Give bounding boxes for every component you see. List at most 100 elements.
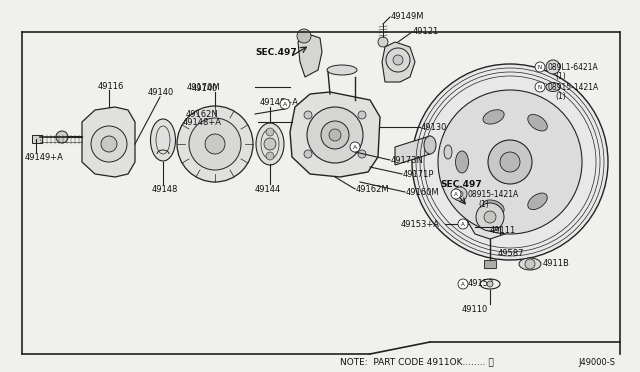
Circle shape: [91, 126, 127, 162]
Text: A: A: [454, 192, 458, 196]
Circle shape: [458, 279, 468, 289]
Circle shape: [453, 187, 467, 201]
Text: 49121: 49121: [413, 26, 439, 35]
Text: 49153+A: 49153+A: [401, 219, 440, 228]
Text: 08915-1421A: 08915-1421A: [467, 189, 518, 199]
Circle shape: [329, 129, 341, 141]
Circle shape: [101, 136, 117, 152]
Ellipse shape: [483, 110, 504, 124]
Text: NOTE:  PART CODE 4911OK........ Ⓑ: NOTE: PART CODE 4911OK........ Ⓑ: [340, 357, 493, 366]
Circle shape: [535, 62, 545, 72]
Text: SEC.497: SEC.497: [255, 48, 297, 57]
Polygon shape: [468, 197, 512, 239]
Polygon shape: [395, 136, 430, 165]
Circle shape: [484, 211, 496, 223]
Ellipse shape: [546, 83, 560, 92]
Text: 4911B: 4911B: [543, 260, 570, 269]
Circle shape: [393, 55, 403, 65]
Text: 49110: 49110: [462, 305, 488, 314]
Circle shape: [304, 150, 312, 158]
Circle shape: [56, 131, 68, 143]
Text: 089L1-6421A: 089L1-6421A: [548, 62, 599, 71]
Text: 49171P: 49171P: [403, 170, 435, 179]
Text: SEC.497: SEC.497: [440, 180, 482, 189]
Circle shape: [488, 140, 532, 184]
Text: A: A: [283, 102, 287, 106]
Bar: [242, 152, 249, 159]
Text: 49130: 49130: [421, 122, 447, 131]
Text: A: A: [461, 221, 465, 227]
Circle shape: [458, 219, 468, 229]
Text: 49111: 49111: [490, 225, 516, 234]
Text: 49162M: 49162M: [356, 185, 390, 193]
Ellipse shape: [424, 136, 436, 154]
Circle shape: [476, 203, 504, 231]
Bar: [241, 125, 248, 132]
Circle shape: [412, 64, 608, 260]
Polygon shape: [298, 34, 322, 77]
Text: N: N: [538, 64, 542, 70]
Ellipse shape: [519, 258, 541, 270]
Circle shape: [546, 60, 560, 74]
Circle shape: [297, 29, 311, 43]
Text: N: N: [538, 84, 542, 90]
Text: 49148: 49148: [152, 185, 179, 193]
Circle shape: [266, 152, 274, 160]
Text: (1): (1): [555, 71, 566, 80]
Text: 49149+A: 49149+A: [25, 153, 64, 161]
Text: 49170M: 49170M: [186, 83, 220, 92]
Circle shape: [304, 111, 312, 119]
Circle shape: [457, 191, 463, 197]
Text: A: A: [461, 282, 465, 286]
Circle shape: [535, 82, 545, 92]
Ellipse shape: [528, 115, 547, 131]
Polygon shape: [82, 107, 135, 177]
Text: (1): (1): [478, 199, 489, 208]
Text: 49587: 49587: [498, 250, 525, 259]
Circle shape: [264, 138, 276, 150]
Ellipse shape: [256, 123, 284, 165]
Bar: [242, 141, 249, 146]
Bar: [237, 132, 244, 138]
Text: J49000-S: J49000-S: [578, 358, 615, 367]
Polygon shape: [382, 42, 415, 82]
Ellipse shape: [483, 200, 504, 214]
Circle shape: [307, 107, 363, 163]
Ellipse shape: [444, 145, 452, 159]
Text: 49116: 49116: [98, 81, 124, 90]
Bar: [484, 260, 496, 268]
Circle shape: [350, 142, 360, 152]
Circle shape: [451, 189, 461, 199]
Text: 08915-1421A: 08915-1421A: [548, 83, 599, 92]
Circle shape: [358, 150, 366, 158]
Circle shape: [266, 128, 274, 136]
Ellipse shape: [150, 119, 175, 161]
Text: 49140: 49140: [148, 87, 174, 96]
Circle shape: [321, 121, 349, 149]
Text: 49148+A: 49148+A: [260, 97, 299, 106]
Circle shape: [280, 99, 290, 109]
Ellipse shape: [456, 151, 468, 173]
Text: 49153: 49153: [468, 279, 494, 289]
Text: 49173N: 49173N: [391, 155, 424, 164]
Text: 49162N: 49162N: [185, 109, 218, 119]
Text: 49149M: 49149M: [391, 12, 424, 20]
Circle shape: [525, 259, 535, 269]
Circle shape: [189, 118, 241, 170]
Circle shape: [205, 134, 225, 154]
Bar: [239, 150, 245, 154]
Ellipse shape: [528, 193, 547, 209]
Bar: [32, 135, 42, 143]
Text: 49160M: 49160M: [406, 187, 440, 196]
Circle shape: [438, 90, 582, 234]
Text: (1): (1): [555, 92, 566, 100]
Text: 49148+A: 49148+A: [183, 118, 222, 126]
Circle shape: [378, 37, 388, 47]
Ellipse shape: [327, 65, 357, 75]
Polygon shape: [290, 92, 380, 177]
Circle shape: [177, 106, 253, 182]
Circle shape: [487, 281, 493, 287]
Text: 49144: 49144: [255, 185, 281, 193]
Circle shape: [500, 152, 520, 172]
Text: 49140: 49140: [192, 83, 218, 93]
